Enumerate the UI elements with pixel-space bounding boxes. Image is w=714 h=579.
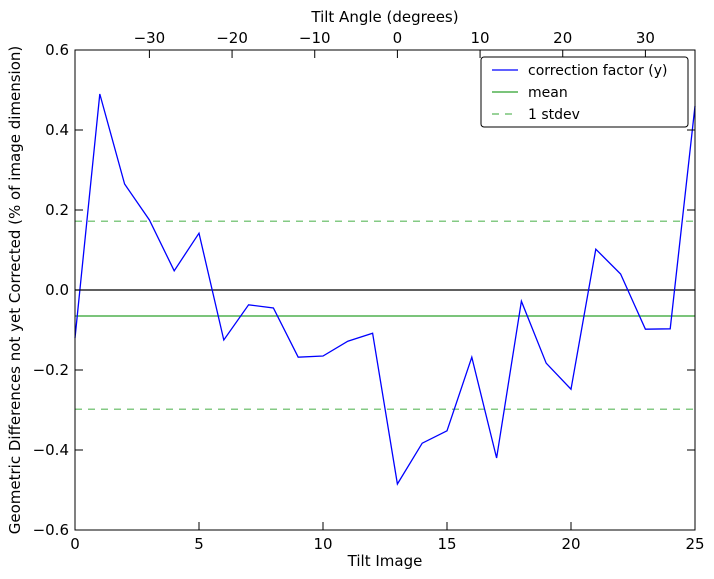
- top-tick-label: 10: [471, 29, 490, 47]
- x-axis-title: Tilt Image: [347, 552, 423, 570]
- top-tick-label: −20: [216, 29, 248, 47]
- tick-layer: 0 5 10 15 20 25 −30 −20 −10 0 10 20 30 −0.6 −0.4 −0.2 0.…: [33, 29, 705, 553]
- top-tick-label: 20: [553, 29, 572, 47]
- legend-label-stdev: 1 stdev: [528, 107, 580, 123]
- x-tick-label: 20: [561, 535, 580, 553]
- top-tick-label: −30: [134, 29, 166, 47]
- legend-box: [480, 56, 689, 128]
- top-tick-label: 30: [636, 29, 655, 47]
- series-line-correction-factor: [74, 93, 696, 486]
- legend-label-correction: correction factor (y): [528, 63, 667, 79]
- y-tick-label: 0.0: [45, 281, 69, 299]
- top-tick-label: −10: [299, 29, 331, 47]
- y-tick-label: 0.2: [45, 201, 69, 219]
- data-layer: [74, 93, 696, 486]
- legend-label-mean: mean: [528, 85, 568, 101]
- x-tick-label: 0: [70, 535, 80, 553]
- y-tick-label: −0.4: [33, 441, 69, 459]
- x-tick-label: 25: [685, 535, 704, 553]
- top-tick-label: 0: [393, 29, 403, 47]
- y-axis-title: Geometric Differences not yet Corrected …: [6, 46, 24, 535]
- y-tick-label: 0.6: [45, 41, 69, 59]
- top-axis-title: Tilt Angle (degrees): [310, 8, 458, 26]
- x-tick-label: 5: [194, 535, 204, 553]
- x-tick-label: 15: [437, 535, 456, 553]
- legend: correction factor (y) mean 1 stdev: [480, 56, 689, 128]
- y-tick-label: 0.4: [45, 121, 69, 139]
- x-tick-label: 10: [313, 535, 332, 553]
- y-tick-label: −0.2: [33, 361, 69, 379]
- y-tick-label: −0.6: [33, 521, 69, 539]
